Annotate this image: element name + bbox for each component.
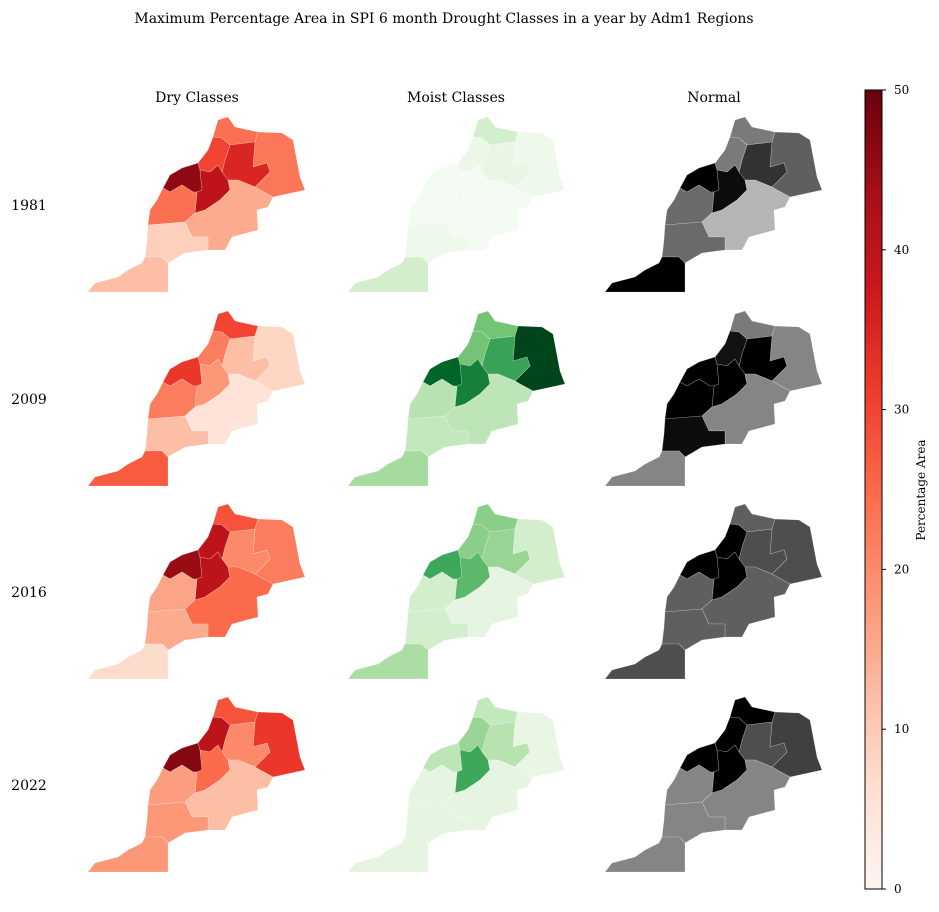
region-10	[347, 450, 429, 487]
colorbar-label: Percentage Area	[914, 439, 928, 540]
row-label-year: 2009	[11, 392, 47, 408]
colorbar-tick-label: 10	[894, 722, 909, 736]
colorbar-tick-label: 50	[894, 83, 909, 97]
row-label-year: 2022	[11, 778, 47, 794]
column-label: Moist Classes	[407, 90, 505, 106]
colorbar-tick-label: 0	[894, 882, 902, 896]
map-panel-2009-dry-classes	[87, 310, 306, 487]
region-10	[87, 836, 169, 873]
region-9	[661, 801, 726, 844]
region-8	[701, 179, 791, 251]
column-label: Normal	[687, 90, 741, 106]
region-9	[661, 608, 726, 651]
region-9	[404, 608, 469, 651]
region-10	[604, 450, 686, 487]
map-panel-1981-normal	[604, 116, 823, 293]
region-9	[144, 415, 209, 458]
region-9	[661, 415, 726, 458]
region-8	[444, 373, 534, 445]
region-9	[144, 801, 209, 844]
region-10	[87, 450, 169, 487]
region-10	[347, 836, 429, 873]
region-9	[661, 221, 726, 264]
colorbar-tick-label: 40	[894, 243, 909, 257]
region-8	[184, 373, 274, 445]
region-10	[604, 256, 686, 293]
map-panel-2009-normal	[604, 310, 823, 487]
region-9	[404, 221, 469, 264]
region-8	[184, 179, 274, 251]
region-10	[604, 643, 686, 680]
map-panel-2016-moist-classes	[347, 503, 566, 680]
map-panel-1981-moist-classes	[347, 116, 566, 293]
map-panel-2016-dry-classes	[87, 503, 306, 680]
row-label-year: 2016	[11, 585, 47, 601]
region-9	[404, 415, 469, 458]
region-9	[144, 608, 209, 651]
colorbar: 0 10 20 30 40 50 Percentage Area	[864, 83, 928, 896]
colorbar-tick-label: 30	[894, 403, 909, 417]
region-10	[347, 256, 429, 293]
region-10	[87, 256, 169, 293]
region-8	[701, 373, 791, 445]
region-9	[144, 221, 209, 264]
map-panel-2022-dry-classes	[87, 696, 306, 873]
region-8	[444, 759, 534, 831]
region-8	[701, 566, 791, 638]
row-label-year: 1981	[11, 198, 47, 214]
colorbar-tick-label: 20	[894, 562, 909, 576]
region-10	[87, 643, 169, 680]
map-panel-2022-moist-classes	[347, 696, 566, 873]
region-8	[184, 759, 274, 831]
region-8	[701, 759, 791, 831]
region-8	[184, 566, 274, 638]
region-8	[444, 566, 534, 638]
column-label: Dry Classes	[155, 90, 239, 106]
region-10	[604, 836, 686, 873]
region-8	[444, 179, 534, 251]
colorbar-gradient	[864, 89, 883, 890]
map-panel-2016-normal	[604, 503, 823, 680]
map-panel-2009-moist-classes	[347, 310, 566, 487]
region-10	[347, 643, 429, 680]
map-panel-1981-dry-classes	[87, 116, 306, 293]
map-panel-2022-normal	[604, 696, 823, 873]
region-9	[404, 801, 469, 844]
chart-title: Maximum Percentage Area in SPI 6 month D…	[134, 11, 753, 27]
